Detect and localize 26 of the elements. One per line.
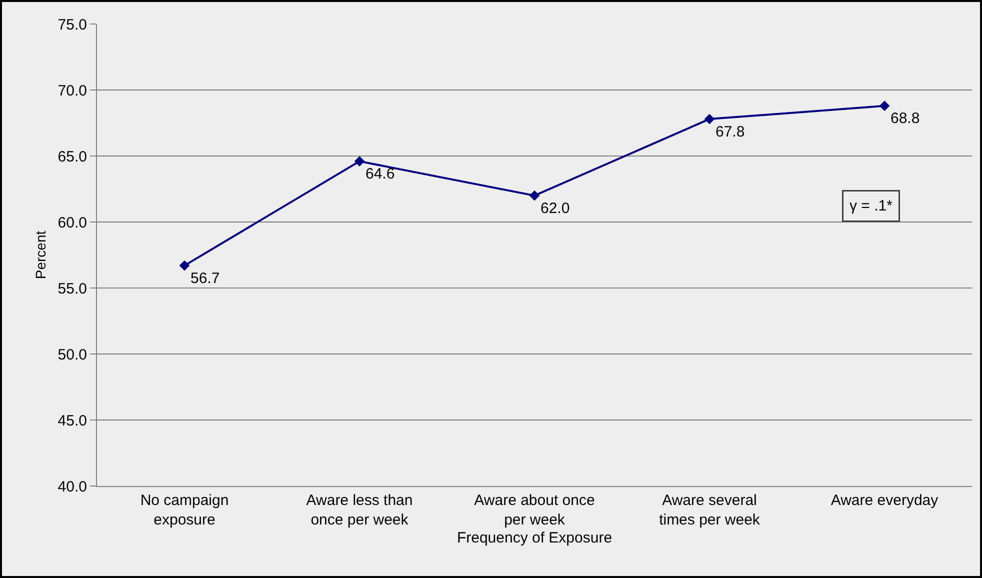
- annotation: γ = .1*: [850, 198, 893, 214]
- y-tick-label: 60.0: [58, 214, 87, 232]
- text: 68.8: [890, 110, 920, 128]
- x-tick-label: No campaign exposure: [140, 492, 229, 528]
- point: [879, 100, 890, 112]
- text: 64.6: [366, 166, 395, 183]
- text: 62.0: [540, 200, 570, 217]
- y-tick-label: 50.0: [58, 346, 87, 364]
- y-tick-label: 65.0: [58, 148, 87, 166]
- point: [354, 156, 365, 166]
- x-tick-label: Aware about once per week: [474, 492, 595, 528]
- y-tick-label: 55.0: [58, 280, 87, 298]
- point: [529, 190, 540, 201]
- y-tick-label: 45.0: [58, 412, 87, 430]
- y-tick-label: 70.0: [58, 82, 87, 100]
- x-tick-label: Aware everyday: [830, 492, 939, 509]
- y-tick-label: 75.0: [58, 16, 87, 34]
- point: [179, 260, 190, 271]
- x-axis-title: Frequency of Exposure: [456, 530, 612, 546]
- y-tick-label: 40.0: [58, 478, 87, 496]
- text: 67.8: [716, 123, 745, 140]
- x-tick-label: Aware several times per week: [659, 492, 760, 528]
- x-tick-label: Aware less than once per week: [306, 492, 413, 528]
- y-axis-title: Percent: [32, 230, 48, 280]
- point: [704, 114, 715, 124]
- text: 56.7: [190, 270, 220, 287]
